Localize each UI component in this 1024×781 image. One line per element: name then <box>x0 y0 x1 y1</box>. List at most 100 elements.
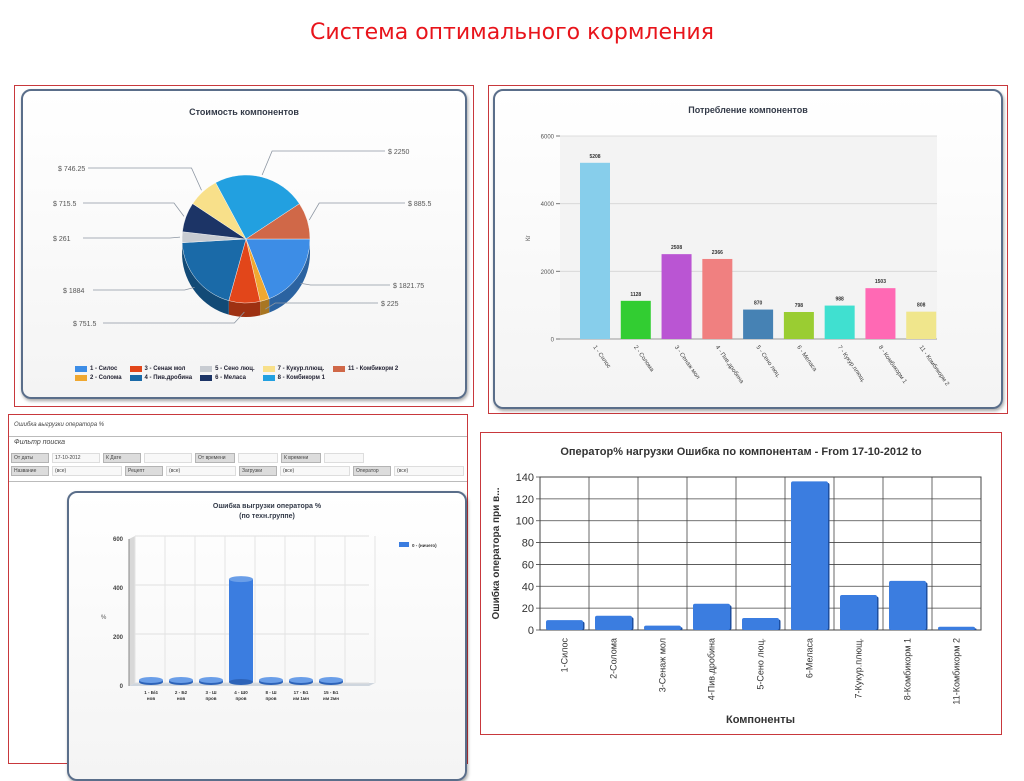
svg-text:4 - Пив.дробина: 4 - Пив.дробина <box>714 345 745 386</box>
svg-text:0: 0 <box>551 338 555 344</box>
legend-label: 8 - Комбикорм 1 <box>278 375 325 381</box>
svg-text:60: 60 <box>522 559 534 571</box>
svg-text:0: 0 <box>120 684 124 690</box>
filter-select[interactable]: (все) <box>52 466 122 476</box>
svg-text:5 - Сено люц.: 5 - Сено люц. <box>754 345 781 380</box>
bar <box>784 312 814 339</box>
filter-input[interactable]: 17-10-2012 <box>52 453 100 463</box>
legend-swatch <box>75 366 87 372</box>
svg-text:798: 798 <box>795 303 804 309</box>
svg-text:4 - Ш0: 4 - Ш0 <box>234 690 248 695</box>
legend-label: 11 - Комбикорм 2 <box>348 366 398 372</box>
legend-item: 2 - Солома <box>75 375 122 381</box>
legend-label: 3 - Сенаж мол <box>145 366 186 372</box>
cylinder-bar <box>229 579 253 682</box>
svg-text:4000: 4000 <box>541 202 555 208</box>
svg-text:пров: пров <box>206 696 217 701</box>
filter-label: Загрузки <box>239 466 277 476</box>
legend-label: 7 - Кукур.плющ. <box>278 366 325 372</box>
filter-select[interactable]: (все) <box>166 466 236 476</box>
bar <box>743 310 773 339</box>
svg-text:3-Сенаж мол: 3-Сенаж мол <box>658 638 668 692</box>
svg-text:5-Сено люц.: 5-Сено люц. <box>756 638 766 690</box>
legend-swatch <box>200 375 212 381</box>
filter-input[interactable] <box>238 453 278 463</box>
svg-text:нов: нов <box>177 696 185 701</box>
svg-text:8-Комбикорм 1: 8-Комбикорм 1 <box>903 638 913 700</box>
pie-value-label: $ 261 <box>53 236 71 243</box>
svg-text:15 - Б1: 15 - Б1 <box>324 690 339 695</box>
svg-text:100: 100 <box>516 516 534 528</box>
svg-text:870: 870 <box>754 301 763 307</box>
svg-text:20: 20 <box>522 603 534 615</box>
svg-text:2 - Солома: 2 - Солома <box>632 345 655 374</box>
legend-label: 6 - Меласа <box>215 375 246 381</box>
bar <box>644 626 681 630</box>
svg-text:1 - Б/4: 1 - Б/4 <box>144 690 158 695</box>
svg-text:1-Силос: 1-Силос <box>560 638 570 673</box>
svg-text:пров: пров <box>236 696 247 701</box>
legend-swatch <box>263 366 275 372</box>
svg-text:4-Пив.дробина: 4-Пив.дробина <box>707 638 717 700</box>
filter-select[interactable]: (все) <box>394 466 464 476</box>
legend-item: 3 - Сенаж мол <box>130 366 193 372</box>
legend-label: 0 - (ничего) <box>412 543 437 548</box>
svg-text:Компоненты: Компоненты <box>726 714 795 726</box>
svg-text:988: 988 <box>835 297 844 303</box>
svg-text:11 - Комбикорм 2: 11 - Комбикорм 2 <box>918 345 951 388</box>
filter-select[interactable]: (все) <box>280 466 350 476</box>
svg-text:600: 600 <box>113 537 124 543</box>
operator-error-report-panel: Ошибка выгрузки оператора % Фильтр поиск… <box>8 414 468 764</box>
svg-text:0: 0 <box>528 625 534 637</box>
bar <box>621 301 651 339</box>
svg-text:11-Комбикорм 2: 11-Комбикорм 2 <box>952 638 962 705</box>
report-header: Ошибка выгрузки оператора % <box>9 415 467 437</box>
pie-value-label: $ 885.5 <box>408 201 431 208</box>
filter-label: От даты <box>11 453 49 463</box>
cost-chart-title: Стоимость компонентов <box>23 107 465 117</box>
bar <box>662 254 692 339</box>
svg-text:3 - Ш: 3 - Ш <box>205 690 217 695</box>
bar <box>865 288 895 339</box>
cost-chart-frame: Стоимость компонентов $ 1821.75$ 225$ 75… <box>14 85 474 407</box>
filter-title: Фильтр поиска <box>14 439 65 446</box>
bar <box>889 581 926 630</box>
cost-chart-card: Стоимость компонентов $ 1821.75$ 225$ 75… <box>21 89 467 399</box>
filter-label: Рецепт <box>125 466 163 476</box>
filter-divider <box>9 481 467 482</box>
svg-text:2366: 2366 <box>712 250 723 256</box>
svg-text:400: 400 <box>113 586 124 592</box>
operator-error-group-title: Ошибка выгрузки оператора % <box>69 503 465 510</box>
svg-text:Ошибка оператора при в...: Ошибка оператора при в... <box>490 487 502 619</box>
svg-text:80: 80 <box>522 538 534 550</box>
bar <box>580 163 610 339</box>
filter-input[interactable] <box>144 453 192 463</box>
svg-text:5208: 5208 <box>589 154 600 160</box>
pie-value-label: $ 1884 <box>63 288 85 295</box>
legend-swatch <box>263 375 275 381</box>
legend-item: 1 - Силос <box>75 366 122 372</box>
svg-text:2-Солома: 2-Солома <box>609 638 619 679</box>
svg-text:2508: 2508 <box>671 245 682 251</box>
svg-text:140: 140 <box>516 472 534 484</box>
pie-value-label: $ 746.25 <box>58 166 85 173</box>
svg-text:7-Кукур.плющ.: 7-Кукур.плющ. <box>854 638 864 698</box>
bar <box>546 620 583 630</box>
bar <box>595 616 632 630</box>
legend-label: 4 - Пив.дробина <box>145 375 193 381</box>
filter-label: К Дате <box>103 453 141 463</box>
legend-swatch <box>200 366 212 372</box>
svg-text:6 - Меласа: 6 - Меласа <box>795 345 818 374</box>
bar <box>702 259 732 339</box>
legend-swatch <box>399 542 409 547</box>
svg-text:им 2мн: им 2мн <box>323 696 339 701</box>
filter-input[interactable] <box>324 453 364 463</box>
filter-label: Оператор <box>353 466 391 476</box>
filter-label: Название <box>11 466 49 476</box>
svg-text:6-Меласа: 6-Меласа <box>805 638 815 678</box>
svg-text:1 - Силос: 1 - Силос <box>591 345 611 370</box>
